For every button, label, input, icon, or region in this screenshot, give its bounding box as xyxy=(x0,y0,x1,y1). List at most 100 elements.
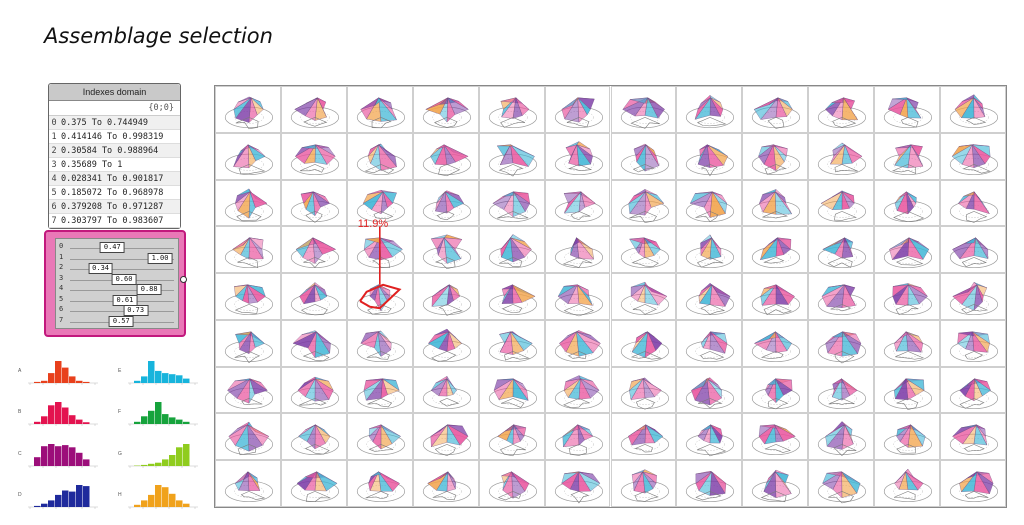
assemblage-cell[interactable] xyxy=(610,226,677,274)
assemblage-cell[interactable] xyxy=(610,86,677,133)
gene-slider[interactable]: 0 0.47 xyxy=(56,242,178,253)
assemblage-cell[interactable] xyxy=(808,273,875,320)
gene-slider-value[interactable]: 0.73 xyxy=(123,305,149,316)
assemblage-cell[interactable] xyxy=(610,319,677,367)
assemblage-cell[interactable] xyxy=(676,179,743,227)
gene-slider-value[interactable]: 0.34 xyxy=(88,263,114,274)
assemblage-cell[interactable] xyxy=(412,226,479,274)
output-grip[interactable] xyxy=(180,276,187,283)
assemblage-cell[interactable] xyxy=(544,273,611,320)
gene-slider[interactable]: 1 1.00 xyxy=(56,252,178,264)
assemblage-cell[interactable] xyxy=(346,366,413,414)
assemblage-cell[interactable] xyxy=(544,319,611,367)
gene-slider-track[interactable] xyxy=(70,258,174,260)
assemblage-cell[interactable] xyxy=(874,273,941,320)
assemblage-cell[interactable] xyxy=(346,273,413,320)
assemblage-cell[interactable] xyxy=(742,132,809,180)
assemblage-cell[interactable] xyxy=(215,460,281,507)
assemblage-cell[interactable] xyxy=(478,132,545,180)
assemblage-cell[interactable] xyxy=(940,273,1006,320)
assemblage-cell[interactable] xyxy=(412,179,479,227)
assemblage-cell[interactable] xyxy=(808,366,875,414)
assemblage-cell[interactable] xyxy=(215,86,281,133)
gene-slider-track[interactable] xyxy=(70,269,174,270)
gene-slider-track[interactable] xyxy=(70,290,174,291)
assemblage-cell[interactable] xyxy=(676,273,743,320)
assemblage-cell[interactable] xyxy=(280,86,347,133)
assemblage-cell[interactable] xyxy=(346,413,413,461)
assemblage-cell[interactable] xyxy=(544,86,611,133)
gene-slider[interactable]: 7 0.57 xyxy=(56,315,178,327)
assemblage-cell[interactable] xyxy=(478,460,545,507)
assemblage-cell[interactable] xyxy=(346,460,413,507)
gene-slider-value[interactable]: 0.60 xyxy=(111,273,137,285)
assemblage-cell[interactable] xyxy=(412,413,479,461)
assemblage-cell[interactable] xyxy=(874,413,941,461)
assemblage-cell[interactable] xyxy=(610,460,677,507)
gene-slider-panel[interactable]: 0 0.47 1 1.00 2 0.34 3 0.60 4 0.88 5 0.61 6 0.73 7 0.57 xyxy=(44,230,186,337)
assemblage-cell[interactable] xyxy=(940,413,1006,461)
gene-slider[interactable]: 3 0.60 xyxy=(56,273,178,285)
assemblage-cell[interactable] xyxy=(544,132,611,180)
assemblage-cell[interactable] xyxy=(808,460,875,507)
assemblage-cell[interactable] xyxy=(478,179,545,227)
gene-slider[interactable]: 5 0.61 xyxy=(56,294,178,306)
assemblage-cell[interactable] xyxy=(742,366,809,414)
assemblage-cell[interactable] xyxy=(676,86,743,133)
assemblage-cell[interactable] xyxy=(742,460,809,507)
assemblage-cell[interactable] xyxy=(610,366,677,414)
assemblage-cell[interactable] xyxy=(742,413,809,461)
assemblage-cell[interactable] xyxy=(544,413,611,461)
assemblage-cell[interactable] xyxy=(478,413,545,461)
assemblage-cell[interactable] xyxy=(544,366,611,414)
assemblage-cell[interactable] xyxy=(676,226,743,274)
assemblage-cell[interactable] xyxy=(412,132,479,180)
assemblage-cell[interactable] xyxy=(280,132,347,180)
assemblage-cell[interactable] xyxy=(808,179,875,227)
assemblage-cell[interactable] xyxy=(808,226,875,274)
assemblage-cell[interactable] xyxy=(215,366,281,414)
gene-slider-track[interactable] xyxy=(70,311,174,312)
assemblage-cell[interactable] xyxy=(215,226,281,274)
assemblage-cell[interactable] xyxy=(874,366,941,414)
assemblage-cell[interactable] xyxy=(215,132,281,180)
gene-slider[interactable]: 2 0.34 xyxy=(56,263,178,274)
assemblage-cell[interactable] xyxy=(874,132,941,180)
assemblage-cell[interactable] xyxy=(940,319,1006,367)
assemblage-cell[interactable] xyxy=(544,460,611,507)
assemblage-cell[interactable] xyxy=(610,179,677,227)
assemblage-cell[interactable] xyxy=(478,319,545,367)
assemblage-cell[interactable] xyxy=(940,132,1006,180)
assemblage-cell[interactable] xyxy=(676,319,743,367)
assemblage-cell[interactable] xyxy=(215,319,281,367)
assemblage-cell[interactable] xyxy=(808,132,875,180)
assemblage-cell[interactable] xyxy=(215,273,281,320)
gene-slider-value[interactable]: 0.61 xyxy=(112,294,138,306)
assemblage-cell[interactable] xyxy=(940,460,1006,507)
assemblage-cell[interactable] xyxy=(412,460,479,507)
assemblage-cell[interactable] xyxy=(940,179,1006,227)
assemblage-cell[interactable] xyxy=(544,179,611,227)
gene-slider-value[interactable]: 0.88 xyxy=(136,284,162,295)
assemblage-cell[interactable] xyxy=(874,86,941,133)
assemblage-cell[interactable] xyxy=(676,460,743,507)
assemblage-cell[interactable] xyxy=(280,460,347,507)
assemblage-cell[interactable] xyxy=(742,273,809,320)
assemblage-cell[interactable] xyxy=(808,413,875,461)
assemblage-cell[interactable] xyxy=(940,226,1006,274)
assemblage-cell[interactable] xyxy=(346,319,413,367)
gene-slider[interactable]: 6 0.73 xyxy=(56,305,178,316)
assemblage-cell[interactable] xyxy=(478,86,545,133)
assemblage-cell[interactable] xyxy=(874,319,941,367)
assemblage-cell[interactable] xyxy=(874,460,941,507)
assemblage-cell[interactable] xyxy=(742,179,809,227)
assemblage-cell[interactable] xyxy=(346,226,413,274)
assemblage-cell[interactable] xyxy=(742,319,809,367)
assemblage-cell[interactable] xyxy=(610,132,677,180)
assemblage-cell[interactable] xyxy=(346,132,413,180)
assemblage-cell[interactable] xyxy=(478,226,545,274)
assemblage-cell[interactable] xyxy=(215,413,281,461)
assemblage-cell[interactable] xyxy=(412,319,479,367)
assemblage-cell[interactable] xyxy=(215,179,281,227)
assemblage-cell[interactable] xyxy=(808,86,875,133)
